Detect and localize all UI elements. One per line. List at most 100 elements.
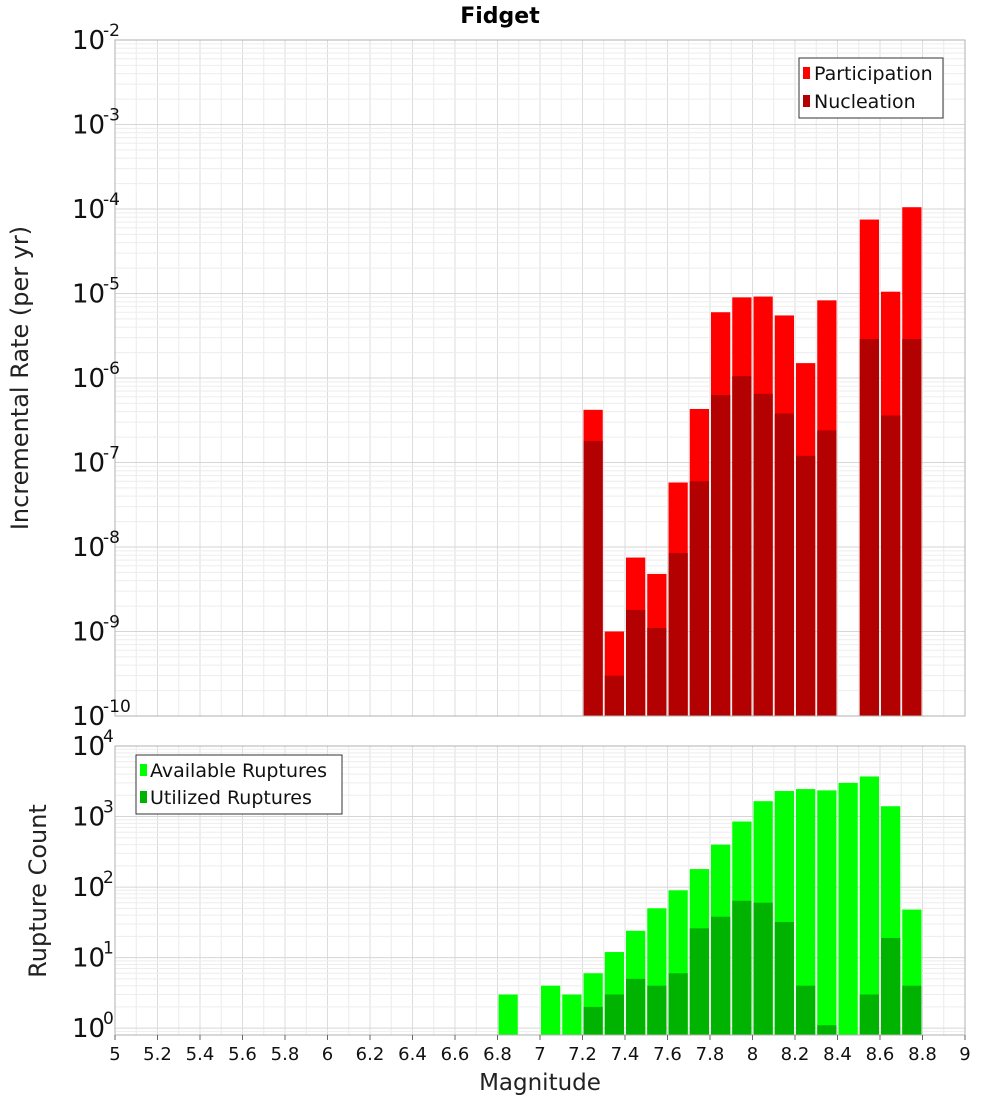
available-ruptures-bar: [498, 994, 518, 1035]
nucleation-bar: [647, 628, 667, 716]
count-y-axis-label: Rupture Count: [24, 804, 52, 978]
y-tick-exponent: -8: [103, 528, 120, 548]
x-tick-label: 7.4: [611, 1044, 640, 1065]
x-tick-label: 5.4: [186, 1044, 215, 1065]
y-tick-label: 10: [72, 803, 105, 833]
available-ruptures-bar: [817, 790, 837, 1035]
nucleation-bar: [881, 415, 901, 716]
utilized-ruptures-bar: [753, 902, 773, 1035]
nucleation-bar: [711, 394, 731, 716]
utilized-ruptures-bar: [881, 937, 901, 1035]
y-tick-label: 10: [72, 702, 105, 732]
rate-y-axis-label: Incremental Rate (per yr): [6, 226, 34, 530]
x-tick-label: 8: [747, 1044, 758, 1065]
y-tick-exponent: -5: [103, 275, 120, 295]
y-tick-label: 10: [72, 873, 105, 903]
rate-legend-box: [798, 57, 944, 119]
y-tick-label: 10: [72, 944, 105, 974]
nucleation-bar: [774, 413, 794, 716]
x-tick-label: 5: [109, 1044, 120, 1065]
rate-legend: Participation Nucleation: [798, 57, 944, 119]
chart-title: Fidget: [460, 4, 540, 29]
count-legend: Available Ruptures Utilized Ruptures: [135, 754, 343, 815]
utilized-ruptures-bar: [604, 994, 624, 1035]
y-tick-exponent: 1: [103, 939, 114, 959]
x-axis-ticks: 5 5.2 5.4 5.6 5.8 6 6.2 6.4 6.6 6.8 7 7.2 7.4 7.6 7.8 8…: [109, 1035, 971, 1065]
nucleation-bar: [626, 609, 646, 716]
rate-panel: 10-210-310-410-510-610-710-810-910-10 In…: [6, 21, 966, 732]
count-grid: [115, 745, 965, 1036]
y-tick-label: 10: [72, 618, 105, 648]
utilized-ruptures-bar: [647, 985, 667, 1035]
nucleation-bar: [817, 430, 837, 716]
y-tick-label: 10: [72, 732, 105, 762]
x-tick-label: 8.2: [781, 1044, 810, 1065]
x-tick-label: 7.8: [696, 1044, 725, 1065]
y-tick-exponent: -7: [103, 444, 120, 464]
utilized-legend-label: Utilized Ruptures: [150, 787, 312, 809]
utilized-ruptures-bar: [732, 900, 752, 1035]
nucleation-bar: [753, 393, 773, 716]
nucleation-bar: [689, 481, 709, 716]
x-tick-label: 8.4: [823, 1044, 852, 1065]
x-tick-label: 7: [534, 1044, 545, 1065]
utilized-ruptures-bar: [626, 978, 646, 1035]
x-tick-label: 5.2: [143, 1044, 172, 1065]
y-tick-exponent: -6: [103, 359, 120, 379]
count-legend-box: [135, 754, 343, 815]
available-ruptures-bar: [859, 776, 879, 1035]
utilized-ruptures-bar: [711, 916, 731, 1035]
y-tick-exponent: 0: [103, 1009, 114, 1029]
x-tick-label: 7.6: [653, 1044, 682, 1065]
y-tick-label: 10: [72, 1014, 105, 1044]
x-tick-label: 5.8: [271, 1044, 300, 1065]
y-tick-label: 10: [72, 111, 105, 141]
utilized-ruptures-bar: [583, 1006, 603, 1035]
y-tick-exponent: -2: [103, 21, 120, 41]
x-tick-label: 6.4: [398, 1044, 427, 1065]
rate-bars: [583, 207, 922, 717]
y-tick-exponent: -4: [103, 190, 120, 210]
nucleation-legend-label: Nucleation: [814, 91, 916, 113]
nucleation-bar: [604, 675, 624, 716]
y-tick-exponent: -9: [103, 613, 120, 633]
x-tick-label: 7.2: [568, 1044, 597, 1065]
utilized-ruptures-bar: [689, 928, 709, 1035]
y-tick-label: 10: [72, 533, 105, 563]
y-tick-exponent: 3: [103, 798, 114, 818]
available-ruptures-bar: [838, 782, 858, 1035]
x-tick-label: 8.6: [866, 1044, 895, 1065]
y-tick-label: 10: [72, 364, 105, 394]
nucleation-bar: [732, 376, 752, 716]
x-tick-label: 8.8: [908, 1044, 937, 1065]
y-tick-exponent: -10: [103, 697, 131, 717]
x-tick-label: 6.6: [441, 1044, 470, 1065]
y-tick-label: 10: [72, 449, 105, 479]
utilized-ruptures-bar: [817, 1025, 837, 1035]
utilized-legend-swatch: [140, 791, 147, 803]
utilized-ruptures-bar: [859, 994, 879, 1035]
x-tick-label: 9: [959, 1044, 970, 1065]
nucleation-bar: [796, 455, 816, 716]
utilized-ruptures-bar: [668, 973, 688, 1035]
x-axis-label: Magnitude: [479, 1070, 601, 1096]
rate-plot-frame: [114, 39, 966, 717]
x-tick-label: 6.2: [356, 1044, 385, 1065]
y-tick-label: 10: [72, 280, 105, 310]
participation-legend-label: Participation: [814, 63, 933, 85]
available-legend-label: Available Ruptures: [150, 760, 327, 782]
x-tick-label: 6.8: [483, 1044, 512, 1065]
nucleation-bar: [902, 338, 922, 716]
utilized-ruptures-bar: [774, 921, 794, 1035]
utilized-ruptures-bar: [796, 985, 816, 1035]
x-tick-label: 5.6: [228, 1044, 257, 1065]
count-bars: [498, 776, 922, 1035]
y-tick-label: 10: [72, 195, 105, 225]
utilized-ruptures-bar: [902, 985, 922, 1035]
available-legend-swatch: [140, 764, 147, 776]
y-tick-exponent: 4: [103, 727, 114, 747]
nucleation-bar: [668, 552, 688, 716]
